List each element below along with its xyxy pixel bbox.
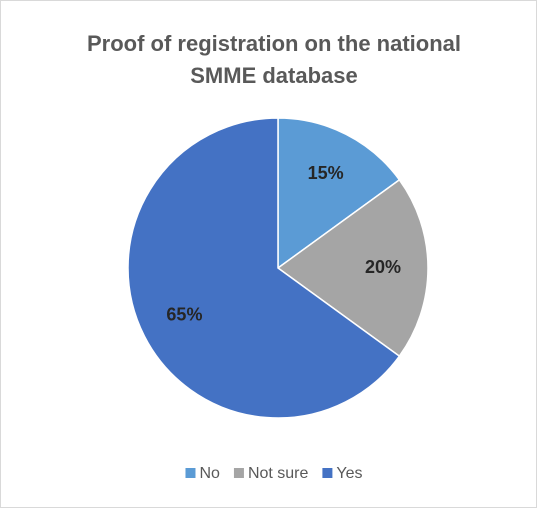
data-label: 20% [365, 257, 401, 277]
pie-slice [277, 117, 401, 270]
chart-title: Proof of registration on the national SM… [87, 31, 461, 88]
pie-slice [276, 178, 429, 358]
data-label: 65% [166, 304, 202, 324]
legend-label: Not sure [248, 465, 309, 482]
legend-label: No [199, 465, 220, 482]
legend-swatch [185, 468, 196, 478]
pie-slice [127, 117, 401, 419]
legend-swatch [233, 468, 244, 478]
data-label: 15% [308, 163, 344, 183]
legend-swatch [322, 468, 333, 478]
legend-label: Yes [336, 465, 362, 482]
